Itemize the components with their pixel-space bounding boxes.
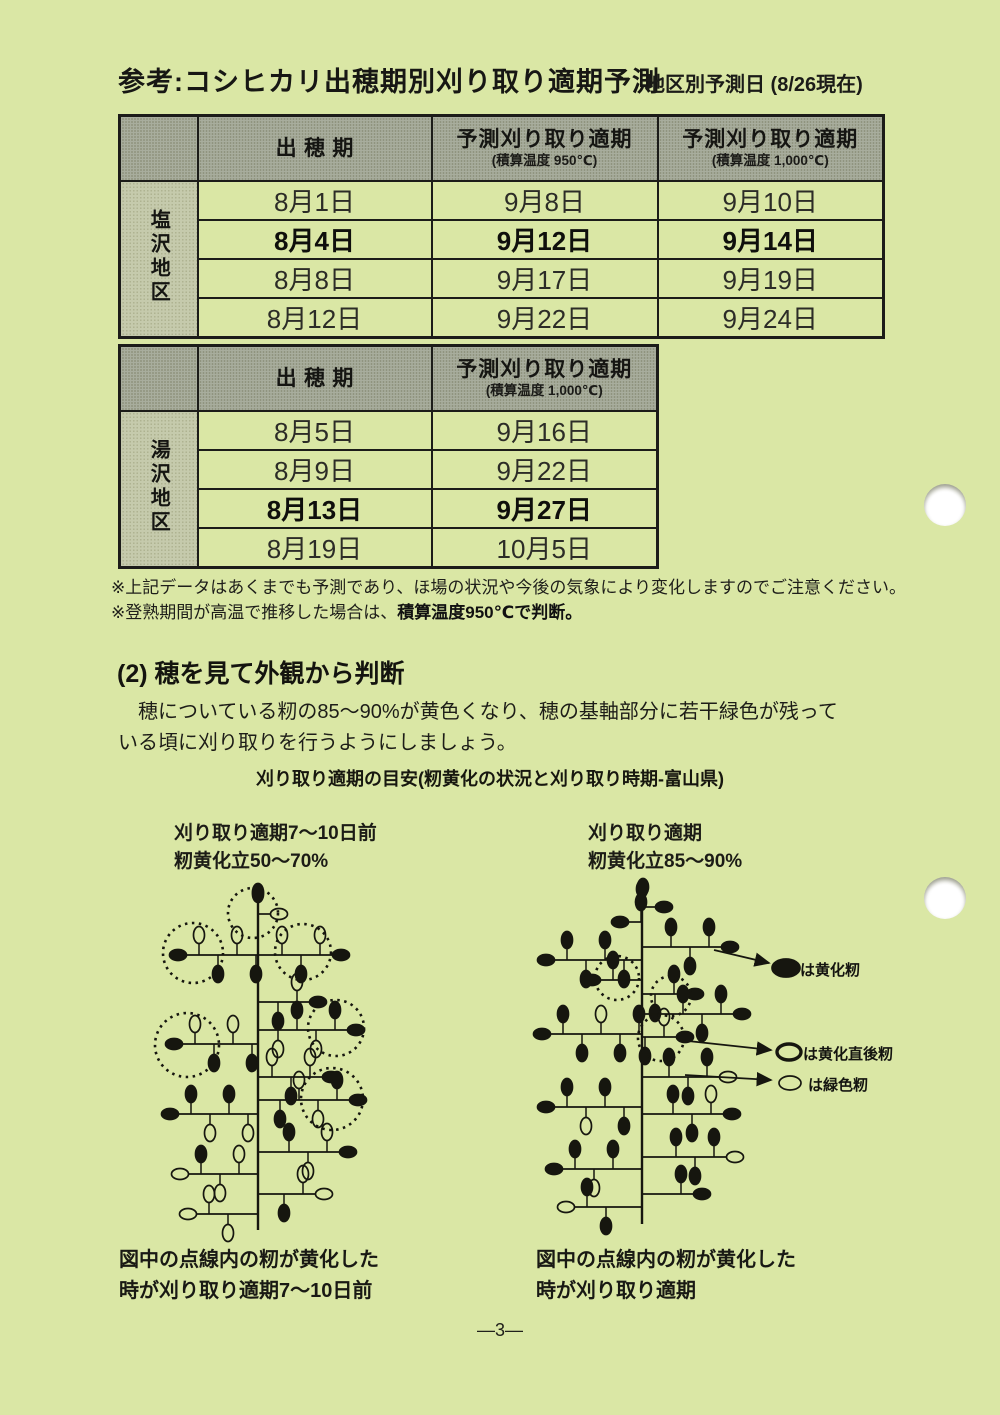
- cell: 9月22日: [430, 297, 659, 339]
- col-header-950: 予測刈り取り適期 (積算温度 950℃): [430, 114, 659, 182]
- table-row-highlighted: 8月13日 9月27日: [120, 488, 659, 529]
- cell: 10月5日: [430, 527, 659, 569]
- cell: 9月12日: [430, 219, 659, 260]
- col-header-1000: 予測刈り取り適期 (積算温度 1,000℃): [430, 344, 659, 412]
- region-label-shiozawa: 塩沢地区: [118, 180, 199, 339]
- table-header-row: 出穂期 予測刈り取り適期 (積算温度 950℃) 予測刈り取り適期 (積算温度 …: [118, 114, 885, 182]
- table-row: 8月19日 10月5日: [120, 527, 659, 569]
- corner-cell: [118, 344, 199, 412]
- cell: 9月24日: [656, 297, 885, 339]
- table-row: 8月8日 9月17日 9月19日: [120, 258, 885, 299]
- page-number: —3—: [476, 1320, 523, 1340]
- right-diagram-caption: 図中の点線内の籾が黄化した 時が刈り取り適期: [536, 1249, 796, 1302]
- figure-title: 刈り取り適期の目安(籾黄化の状況と刈り取り時期-富山県): [256, 769, 724, 789]
- cell: 8月8日: [196, 258, 433, 299]
- footnotes: ※上記データはあくまでも予測であり、ほ場の状況や今後の気象により変化しますのでご…: [111, 575, 906, 625]
- col-header-heading-date: 出穂期: [196, 114, 433, 182]
- cell: 8月9日: [196, 449, 433, 490]
- footnote-1: ※上記データはあくまでも予測であり、ほ場の状況や今後の気象により変化しますのでご…: [111, 578, 907, 597]
- punch-hole-bottom: [924, 877, 966, 919]
- footnote-2: ※登熟期間が高温で推移した場合は、積算温度950℃で判断。: [111, 603, 583, 622]
- cell: 8月12日: [196, 297, 433, 339]
- table-row-highlighted: 8月4日 9月12日 9月14日: [120, 219, 885, 260]
- cell: 9月19日: [656, 258, 885, 299]
- harvest-table-yuzawa: 出穂期 予測刈り取り適期 (積算温度 1,000℃) 湯沢地区 8月5日 9月1…: [118, 344, 659, 569]
- left-diagram-label: 刈り取り適期7〜10日前 籾黄化立50〜70%: [174, 823, 377, 872]
- cell: 9月17日: [430, 258, 659, 299]
- cell: 9月10日: [656, 180, 885, 221]
- cell: 9月27日: [430, 488, 659, 529]
- cell: 8月4日: [196, 219, 433, 260]
- table-row: 8月12日 9月22日 9月24日: [120, 297, 885, 339]
- section-paragraph: 穂についている籾の85〜90%が黄色くなり、穂の基軸部分に若干緑色が残って いる…: [118, 701, 838, 754]
- legend-yellowed-grain: は黄化籾: [800, 962, 861, 979]
- legend-green-grain: は緑色籾: [808, 1077, 869, 1094]
- page-title: 参考:コシヒカリ出穂期別刈り取り適期予測: [118, 67, 660, 97]
- table-row: 塩沢地区 8月1日 9月8日 9月10日: [118, 180, 885, 339]
- panicle-diagrams-svg: [153, 877, 803, 1243]
- page-subtitle: 地区別予測日 (8/26現在): [645, 74, 863, 96]
- table-row: 湯沢地区 8月5日 9月16日: [118, 410, 659, 569]
- right-panicle-diagram: [532, 877, 773, 1236]
- corner-cell: [118, 114, 199, 182]
- cell: 8月5日: [196, 410, 433, 451]
- table-header-row: 出穂期 予測刈り取り適期 (積算温度 1,000℃): [118, 344, 659, 412]
- cell: 8月1日: [196, 180, 433, 221]
- punch-hole-top: [924, 484, 966, 526]
- legend-just-yellowed-grain: は黄化直後籾: [803, 1046, 894, 1063]
- legend-marks: [771, 958, 803, 1091]
- right-diagram-label: 刈り取り適期 籾黄化立85〜90%: [588, 823, 743, 872]
- harvest-table-shiozawa: 出穂期 予測刈り取り適期 (積算温度 950℃) 予測刈り取り適期 (積算温度 …: [118, 114, 885, 339]
- region-label-yuzawa: 湯沢地区: [118, 410, 199, 569]
- left-panicle-diagram: [153, 882, 368, 1243]
- cell: 9月22日: [430, 449, 659, 490]
- col-header-heading-date: 出穂期: [196, 344, 433, 412]
- cell: 9月16日: [430, 410, 659, 451]
- cell: 8月19日: [196, 527, 433, 569]
- left-diagram-caption: 図中の点線内の籾が黄化した 時が刈り取り適期7〜10日前: [119, 1249, 379, 1302]
- col-header-1000: 予測刈り取り適期 (積算温度 1,000℃): [656, 114, 885, 182]
- cell: 9月8日: [430, 180, 659, 221]
- section-heading: (2) 穂を見て外観から判断: [117, 660, 405, 688]
- cell: 9月14日: [656, 219, 885, 260]
- table-row: 8月9日 9月22日: [120, 449, 659, 490]
- cell: 8月13日: [196, 488, 433, 529]
